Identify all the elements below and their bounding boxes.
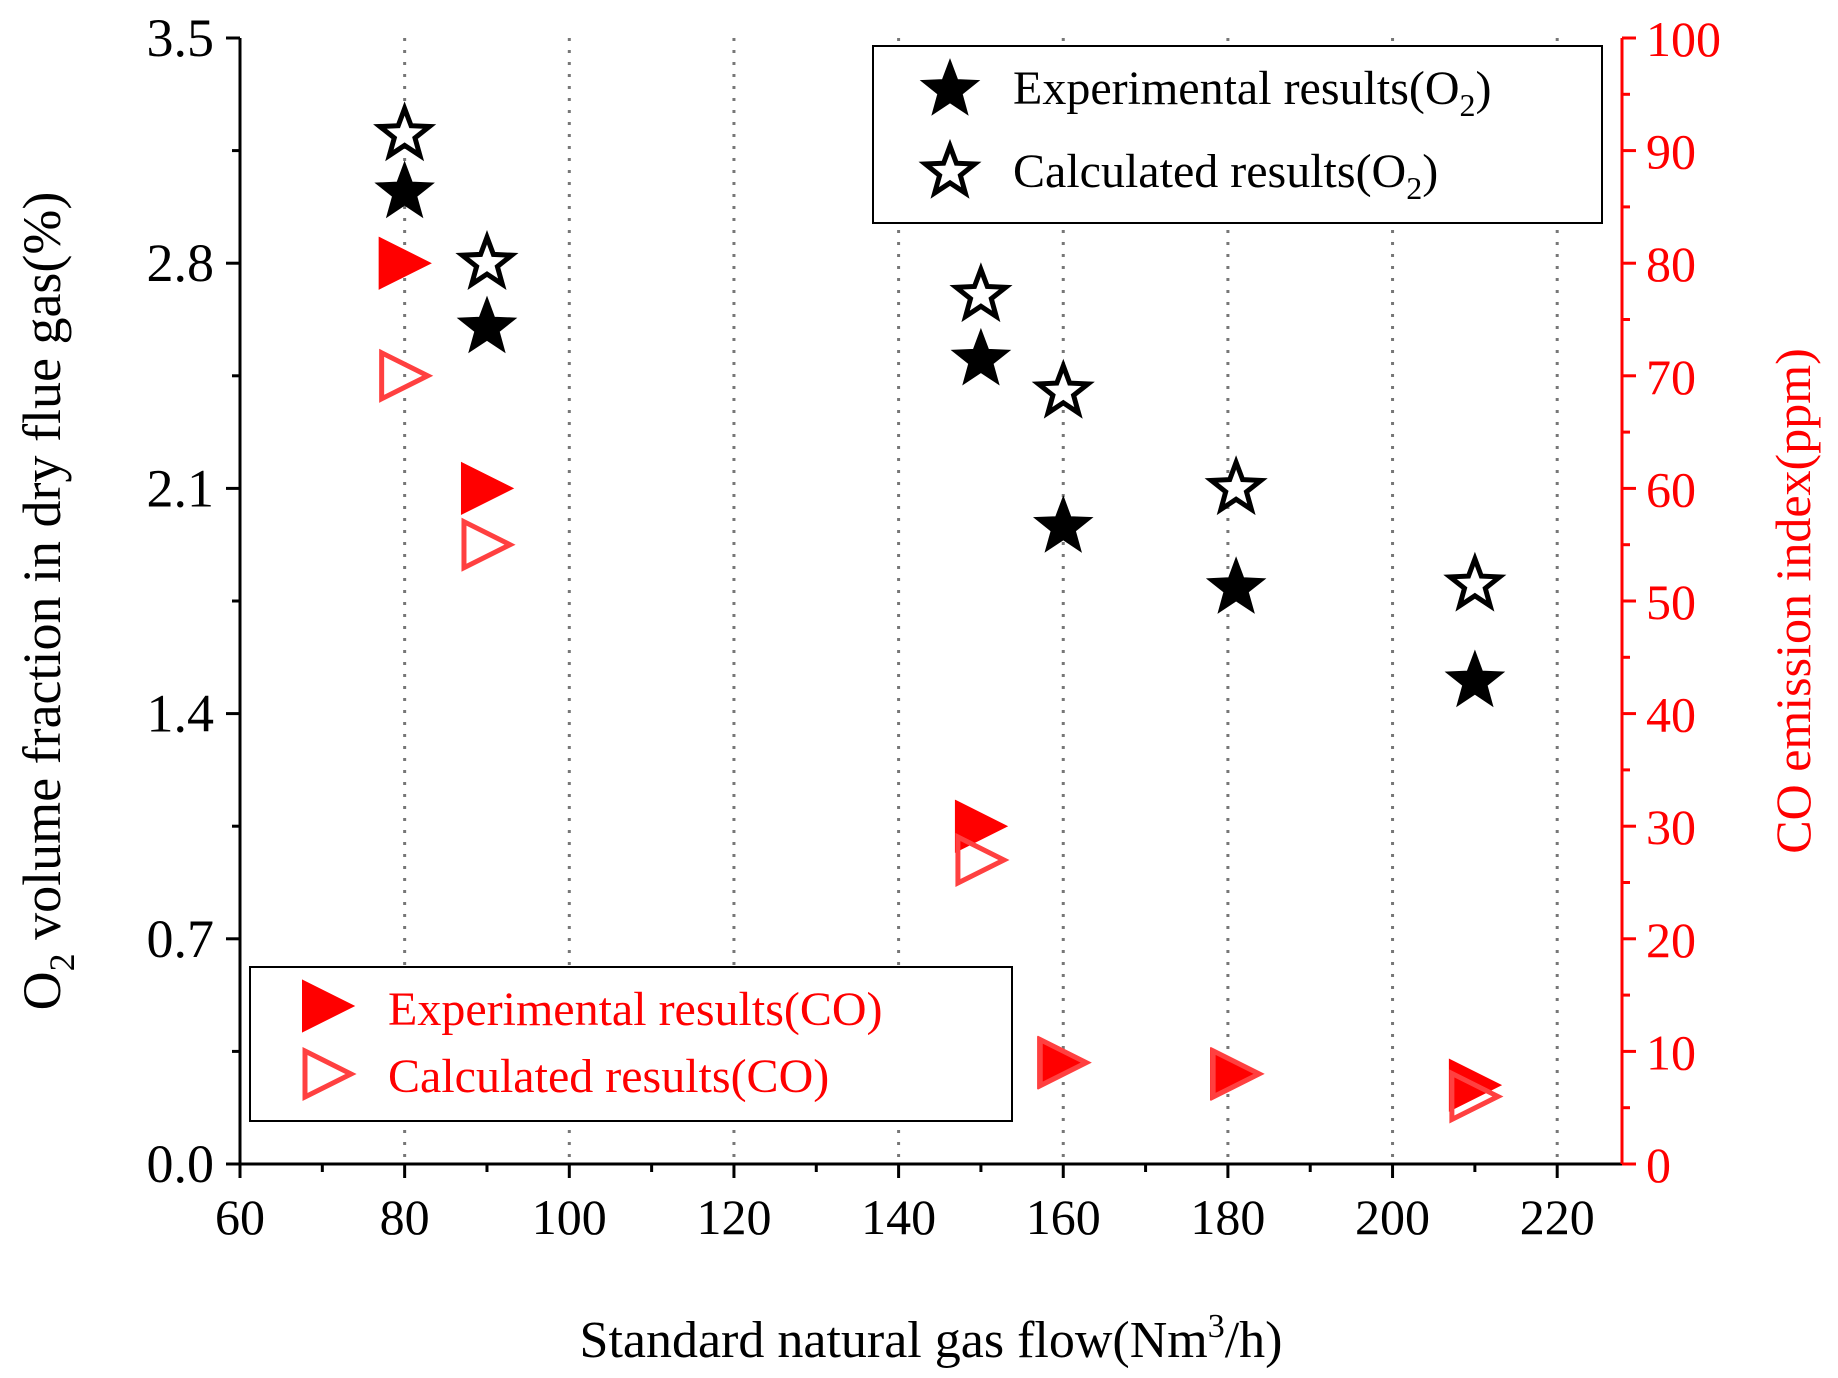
x-tick-label: 180 [1190, 1189, 1265, 1245]
y2-tick-label: 80 [1646, 236, 1696, 292]
filled-triangle-point [954, 799, 1009, 853]
legend-co-calc-label: Calculated results(CO) [388, 1050, 829, 1103]
hollow-triangle-point [461, 517, 516, 572]
legend-co-box [249, 966, 1013, 1122]
x-axis-ticks: 60 80 100 120 140 160 180 200 220 [215, 1164, 1595, 1245]
filled-star-point [1205, 556, 1267, 614]
legend-hollow-star-icon [918, 138, 982, 199]
hollow-star-point [1204, 455, 1268, 516]
legend-o2-calc-label: Calculated results(O2) [1013, 145, 1438, 206]
x-tick-label: 200 [1355, 1189, 1430, 1245]
hollow-star-point [1443, 551, 1507, 612]
legend-marker [918, 138, 982, 199]
filled-star-point [456, 295, 518, 354]
x-tick-label: 60 [215, 1189, 265, 1245]
y-axis-ticks: 0.0 0.7 1.4 2.1 2.8 3.5 [147, 8, 240, 1194]
legend-o2-exp-label: Experimental results(O2) [1013, 62, 1492, 123]
legend-marker [302, 1046, 357, 1102]
y-tick-label: 0.7 [147, 909, 215, 969]
filled-star-point [1444, 649, 1506, 708]
series-0 [374, 160, 1506, 708]
x-tick-label: 100 [532, 1189, 607, 1245]
filled-star-point [374, 160, 435, 219]
hollow-triangle-point [1037, 1035, 1092, 1090]
x-tick-label: 160 [1026, 1189, 1101, 1245]
y2-axis-title: CO emission index(ppm) [1765, 348, 1821, 854]
x-tick-label: 120 [696, 1189, 771, 1245]
legend-hollow-triangle-icon [302, 1046, 357, 1102]
x-tick-label: 80 [380, 1189, 430, 1245]
filled-star-point [1032, 495, 1094, 553]
y2-tick-label: 20 [1646, 912, 1696, 968]
legend-marker [919, 58, 981, 116]
y2-tick-label: 50 [1646, 574, 1696, 630]
legend-co: Experimental results(CO) Calculated resu… [249, 966, 1013, 1122]
x-axis-title: Standard natural gas flow(Nm3/h) [580, 1308, 1283, 1369]
filled-star-point [950, 327, 1012, 386]
y2-axis-ticks: 0 10 20 30 40 50 60 70 80 90 100 [1622, 11, 1721, 1193]
filled-triangle-point [378, 236, 432, 290]
series-1 [373, 101, 1507, 612]
y2-tick-label: 70 [1646, 349, 1696, 405]
legend-o2-box [872, 45, 1603, 224]
legend-o2: Experimental results(O2) Calculated resu… [872, 45, 1603, 224]
x-tick-label: 220 [1520, 1189, 1595, 1245]
y2-tick-label: 100 [1646, 11, 1721, 67]
y-axis-title: O2 volume fraction in dry flue gas(%) [12, 192, 82, 1011]
y2-tick-label: 60 [1646, 461, 1696, 517]
hollow-triangle-point [379, 348, 434, 403]
filled-triangle-point [460, 461, 515, 516]
y-tick-label: 1.4 [147, 684, 215, 744]
y-tick-label: 3.5 [147, 8, 215, 68]
hollow-star-point [373, 101, 437, 162]
hollow-star-point [949, 262, 1013, 323]
y2-tick-label: 10 [1646, 1024, 1696, 1080]
hollow-triangle-point [1210, 1046, 1265, 1101]
y2-tick-label: 30 [1646, 799, 1696, 855]
series-3 [379, 348, 1504, 1124]
y-tick-label: 2.1 [147, 458, 215, 518]
hollow-star-point [455, 230, 519, 290]
hollow-triangle-point [1449, 1069, 1504, 1124]
y2-tick-label: 40 [1646, 687, 1696, 743]
hollow-triangle-point [955, 832, 1010, 888]
y2-tick-label: 0 [1646, 1137, 1671, 1193]
legend-filled-triangle-icon [302, 979, 356, 1033]
y-tick-label: 2.8 [147, 233, 215, 293]
legend-filled-star-icon [919, 58, 981, 116]
hollow-star-point [1031, 358, 1095, 419]
plot-area [373, 101, 1507, 1124]
y-tick-label: 0.0 [147, 1134, 215, 1194]
y2-tick-label: 90 [1646, 124, 1696, 180]
legend-co-exp-label: Experimental results(CO) [388, 983, 883, 1036]
x-tick-label: 140 [861, 1189, 936, 1245]
legend-marker [302, 979, 356, 1033]
